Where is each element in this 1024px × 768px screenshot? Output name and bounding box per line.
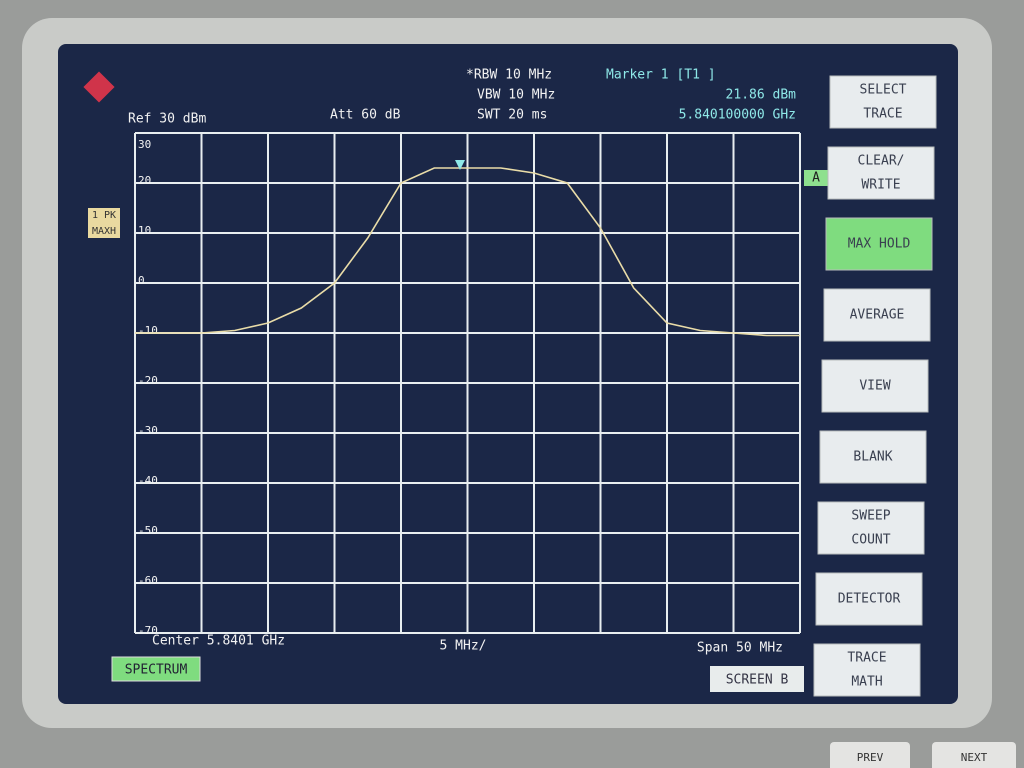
marker-frequency: 5.840100000 GHz: [679, 108, 796, 123]
screen-button[interactable]: [710, 666, 804, 692]
rbw: *RBW 10 MHz: [466, 68, 552, 83]
softkey[interactable]: [817, 501, 925, 555]
softkey[interactable]: [821, 359, 929, 413]
softkey-label: WRITE: [861, 178, 900, 193]
softkey-label: TRACE: [847, 651, 886, 666]
marker-title: Marker 1 [T1 ]: [606, 68, 716, 83]
y-tick-label: -60: [138, 574, 158, 587]
softkey-label: SELECT: [860, 83, 907, 98]
trace-label: 1 PK: [92, 210, 116, 221]
softkey[interactable]: [829, 75, 937, 129]
prev-key[interactable]: [830, 742, 910, 768]
softkey-label: VIEW: [859, 379, 890, 394]
span: Span 50 MHz: [697, 641, 783, 656]
softkey[interactable]: [827, 146, 935, 200]
softkey-label: DETECTOR: [838, 592, 901, 607]
softkey-label: SWEEP: [851, 509, 890, 524]
softkey-label: MATH: [851, 675, 882, 690]
marker-symbol: [455, 160, 465, 170]
y-tick-label: -70: [138, 624, 158, 637]
y-tick-label: 20: [138, 174, 151, 187]
y-tick-label: -30: [138, 424, 158, 437]
y-tick-label: -50: [138, 524, 158, 537]
softkey-label: MAX HOLD: [848, 237, 911, 252]
y-tick-label: -20: [138, 374, 158, 387]
y-tick-label: -40: [138, 474, 158, 487]
softkey-label: AVERAGE: [850, 308, 905, 323]
softkey-label: TRACE: [863, 107, 902, 122]
vbw: VBW 10 MHz: [477, 88, 555, 103]
y-tick-label: 10: [138, 224, 151, 237]
trace-flag-box: [804, 170, 828, 186]
softkey-label: COUNT: [851, 533, 890, 548]
attenuation: Att 60 dB: [330, 108, 401, 123]
screen-label: SCREEN B: [726, 673, 789, 688]
softkey[interactable]: [819, 430, 927, 484]
marker-level: 21.86 dBm: [726, 88, 797, 103]
y-tick-label: 0: [138, 274, 145, 287]
prev-label: PREV: [857, 751, 884, 764]
next-key[interactable]: [932, 742, 1016, 768]
softkey-label: BLANK: [853, 450, 892, 465]
mode-label: SPECTRUM: [125, 663, 188, 678]
trace-label: MAXH: [92, 226, 116, 237]
mode-button[interactable]: [111, 656, 201, 682]
division: 5 MHz/: [440, 639, 487, 654]
softkey[interactable]: [825, 217, 933, 271]
trace-flag: A: [812, 171, 820, 186]
softkey[interactable]: [815, 572, 923, 626]
sweep-time: SWT 20 ms: [477, 108, 547, 123]
trace: [135, 167, 800, 337]
y-tick-label: -10: [138, 324, 158, 337]
next-label: NEXT: [961, 751, 988, 764]
trace-label-box: [88, 208, 120, 238]
y-tick-label: 30: [138, 138, 151, 151]
softkey-label: CLEAR/: [858, 154, 905, 169]
softkey[interactable]: [813, 643, 921, 697]
softkey[interactable]: [823, 288, 931, 342]
center-frequency: Center 5.8401 GHz: [152, 634, 285, 649]
ref-level: Ref 30 dBm: [128, 112, 206, 127]
